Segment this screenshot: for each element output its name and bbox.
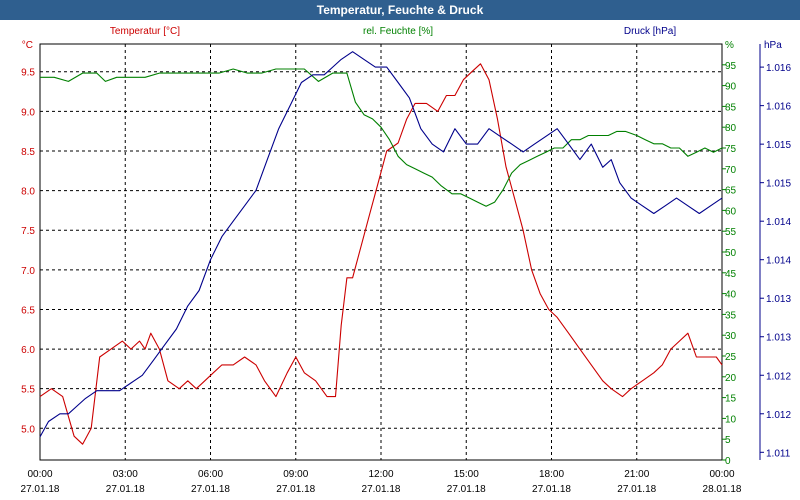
x-tick-date-label: 27.01.18	[276, 484, 315, 495]
pressure-axis-label: Druck [hPa]	[624, 26, 676, 37]
temperature-tick-label: 9.0	[21, 107, 35, 118]
pressure-tick-label: 1.011	[766, 448, 791, 459]
temperature-tick-label: 8.0	[21, 187, 35, 198]
series-lines	[39, 51, 723, 445]
x-tick-time-label: 09:00	[283, 469, 308, 480]
pressure-tick-label: 1.012	[766, 410, 791, 421]
temperature-series-line	[39, 63, 723, 445]
humidity-series-line	[40, 68, 723, 207]
temperature-tick-label: 7.0	[21, 266, 35, 277]
humidity-tick-label: 65	[725, 186, 737, 197]
humidity-tick-label: 25	[725, 352, 737, 363]
humidity-axis-label: rel. Feuchte [%]	[363, 26, 433, 37]
pressure-tick-label: 1.013	[766, 333, 791, 344]
humidity-tick-label: 85	[725, 102, 737, 113]
temperature-unit-label: °C	[22, 40, 33, 51]
humidity-tick-label: 75	[725, 144, 737, 155]
pressure-tick-label: 1.015	[766, 179, 791, 190]
humidity-tick-label: 95	[725, 61, 737, 72]
x-tick-time-label: 12:00	[368, 469, 393, 480]
x-tick-time-label: 03:00	[113, 469, 138, 480]
temperature-axis-label: Temperatur [°C]	[110, 26, 180, 37]
temperature-tick-label: 7.5	[21, 226, 35, 237]
humidity-tick-label: 45	[725, 269, 737, 280]
pressure-tick-label: 1.015	[766, 140, 791, 151]
x-tick-time-label: 00:00	[709, 469, 734, 480]
humidity-tick-label: 70	[725, 165, 737, 176]
x-tick-date-label: 27.01.18	[106, 484, 145, 495]
x-tick-date-label: 28.01.18	[703, 484, 742, 495]
humidity-tick-label: 55	[725, 227, 737, 238]
x-tick-time-label: 00:00	[27, 469, 52, 480]
humidity-tick-label: 5	[725, 435, 731, 446]
x-tick-date-label: 27.01.18	[191, 484, 230, 495]
humidity-tick-label: 20	[725, 373, 737, 384]
temperature-tick-label: 9.5	[21, 68, 35, 79]
pressure-tick-label: 1.014	[766, 256, 791, 267]
temperature-tick-label: 6.5	[21, 305, 35, 316]
temperature-tick-label: 6.0	[21, 345, 35, 356]
x-tick-date-label: 27.01.18	[447, 484, 486, 495]
humidity-tick-label: 0	[725, 456, 731, 467]
axis-labels: 00:00 27.01.18 03:00 27.01.18 06:00 27.01.18 0…	[21, 26, 792, 495]
x-tick-time-label: 21:00	[624, 469, 649, 480]
humidity-tick-label: 60	[725, 206, 737, 217]
x-tick-time-label: 18:00	[539, 469, 564, 480]
temperature-tick-label: 8.5	[21, 147, 35, 158]
humidity-tick-label: 90	[725, 82, 737, 93]
x-tick-date-label: 27.01.18	[362, 484, 401, 495]
humidity-tick-label: 30	[725, 331, 737, 342]
x-tick-date-label: 27.01.18	[532, 484, 571, 495]
pressure-tick-label: 1.016	[766, 63, 791, 74]
pressure-tick-label: 1.016	[766, 102, 791, 113]
grid	[40, 44, 722, 460]
axes	[39, 43, 764, 461]
x-tick-date-label: 27.01.18	[617, 484, 656, 495]
temperature-tick-label: 5.0	[21, 424, 35, 435]
humidity-tick-label: 35	[725, 310, 737, 321]
x-tick-date-label: 27.01.18	[21, 484, 60, 495]
humidity-tick-label: 80	[725, 123, 737, 134]
x-tick-time-label: 15:00	[454, 469, 479, 480]
chart-title: Temperatur, Feuchte & Druck	[0, 0, 800, 20]
pressure-tick-label: 1.013	[766, 294, 791, 305]
humidity-tick-label: 10	[725, 414, 737, 425]
x-tick-time-label: 06:00	[198, 469, 223, 480]
pressure-tick-label: 1.012	[766, 371, 791, 382]
humidity-tick-label: 50	[725, 248, 737, 259]
pressure-tick-label: 1.014	[766, 217, 791, 228]
humidity-unit-label: %	[725, 40, 734, 51]
humidity-tick-label: 15	[725, 394, 737, 405]
pressure-unit-label: hPa	[764, 40, 782, 51]
temperature-tick-label: 5.5	[21, 385, 35, 396]
pressure-series-line	[39, 51, 723, 438]
humidity-tick-label: 40	[725, 290, 737, 301]
